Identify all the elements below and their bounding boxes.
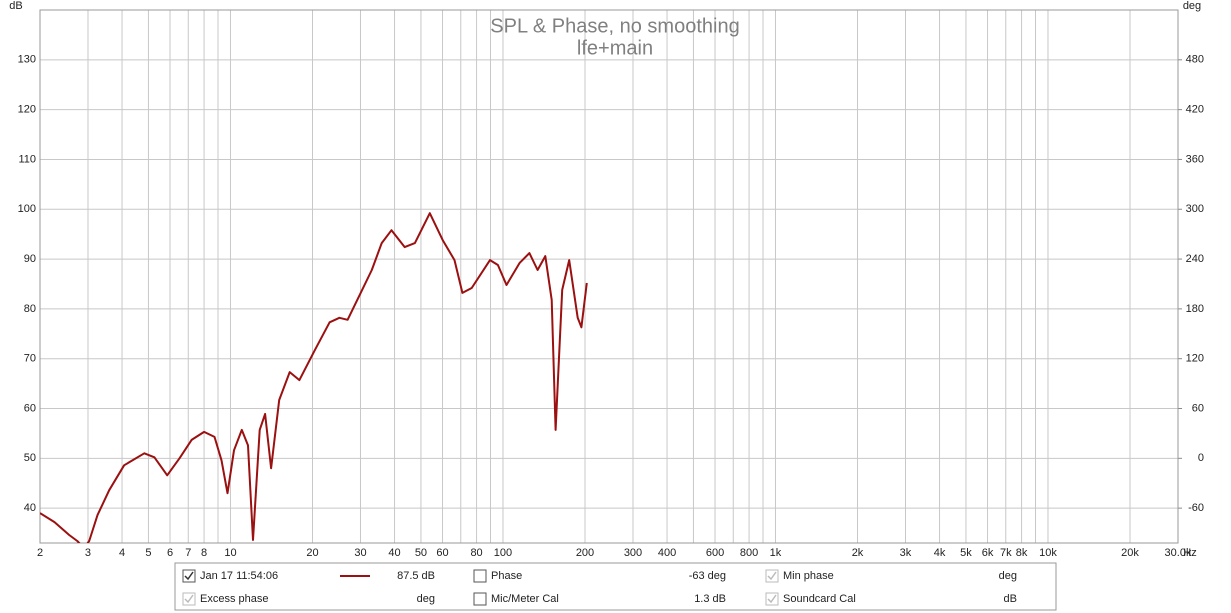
x-tick-label: 60 bbox=[436, 547, 448, 559]
legend-label: Jan 17 11:54:06 bbox=[200, 570, 278, 582]
y2-tick-label: -60 bbox=[1188, 502, 1204, 514]
checkbox[interactable] bbox=[473, 569, 487, 583]
y-tick-label: 50 bbox=[24, 452, 36, 464]
x-tick-label: 3 bbox=[85, 547, 91, 559]
chart-subtitle: lfe+main bbox=[577, 37, 653, 59]
checkbox[interactable] bbox=[765, 592, 779, 606]
legend-label: Phase bbox=[491, 570, 522, 582]
y2-tick-label: 300 bbox=[1186, 203, 1204, 215]
plot-border bbox=[39, 9, 1179, 544]
x-tick-label: 5 bbox=[145, 547, 151, 559]
checkmark bbox=[184, 594, 194, 604]
x-tick-label: 100 bbox=[494, 547, 512, 559]
y2-tick-label: 240 bbox=[1186, 253, 1204, 265]
x-tick-label: 1k bbox=[770, 547, 782, 559]
legend-label: Mic/Meter Cal bbox=[491, 593, 559, 605]
chart-title: SPL & Phase, no smoothing bbox=[490, 15, 739, 37]
y-tick-label: 70 bbox=[24, 353, 36, 365]
x-unit-label: Hz bbox=[1183, 547, 1196, 559]
checkbox[interactable] bbox=[182, 569, 196, 583]
x-tick-label: 80 bbox=[470, 547, 482, 559]
x-tick-label: 10 bbox=[224, 547, 236, 559]
legend-value: 1.3 dB bbox=[694, 593, 726, 605]
y2-tick-label: 360 bbox=[1186, 153, 1204, 165]
y-tick-label: 120 bbox=[18, 104, 36, 116]
y-tick-label: 110 bbox=[18, 153, 36, 165]
x-tick-label: 2k bbox=[852, 547, 864, 559]
checkmark bbox=[767, 571, 777, 581]
x-tick-label: 300 bbox=[624, 547, 642, 559]
x-tick-label: 7k bbox=[1000, 547, 1012, 559]
x-tick-label: 5k bbox=[960, 547, 972, 559]
x-tick-label: 20 bbox=[306, 547, 318, 559]
y2-tick-label: 480 bbox=[1186, 54, 1204, 66]
y2-tick-label: 60 bbox=[1192, 402, 1204, 414]
y2-tick-label: 180 bbox=[1186, 303, 1204, 315]
y2-axis-label: deg bbox=[1183, 0, 1201, 12]
x-tick-label: 40 bbox=[388, 547, 400, 559]
legend-value: deg bbox=[417, 593, 435, 605]
x-tick-label: 30.0k bbox=[1165, 547, 1192, 559]
x-tick-label: 2 bbox=[37, 547, 43, 559]
x-tick-label: 600 bbox=[706, 547, 724, 559]
x-tick-label: 200 bbox=[576, 547, 594, 559]
y-tick-label: 90 bbox=[24, 253, 36, 265]
x-tick-label: 4k bbox=[934, 547, 946, 559]
checkbox[interactable] bbox=[473, 592, 487, 606]
legend-panel bbox=[174, 562, 1057, 611]
y-axis-label: dB bbox=[9, 0, 22, 12]
legend-label: Soundcard Cal bbox=[783, 593, 856, 605]
x-tick-label: 6 bbox=[167, 547, 173, 559]
x-tick-label: 6k bbox=[982, 547, 994, 559]
x-tick-label: 50 bbox=[415, 547, 427, 559]
y-tick-label: 100 bbox=[18, 203, 36, 215]
x-tick-label: 7 bbox=[185, 547, 191, 559]
x-tick-label: 30 bbox=[354, 547, 366, 559]
checkmark bbox=[184, 571, 194, 581]
x-tick-label: 3k bbox=[900, 547, 912, 559]
y-tick-label: 80 bbox=[24, 303, 36, 315]
checkmark bbox=[767, 594, 777, 604]
x-tick-label: 400 bbox=[658, 547, 676, 559]
legend-label: Excess phase bbox=[200, 593, 268, 605]
y2-tick-label: 0 bbox=[1198, 452, 1204, 464]
legend-value: -63 deg bbox=[689, 570, 726, 582]
y2-tick-label: 120 bbox=[1186, 353, 1204, 365]
checkbox[interactable] bbox=[765, 569, 779, 583]
x-tick-label: 20k bbox=[1121, 547, 1139, 559]
data-line bbox=[40, 212, 588, 543]
legend-value: 87.5 dB bbox=[397, 570, 435, 582]
x-tick-label: 8 bbox=[201, 547, 207, 559]
legend-value: deg bbox=[999, 570, 1017, 582]
y-tick-label: 40 bbox=[24, 502, 36, 514]
x-tick-label: 4 bbox=[119, 547, 125, 559]
x-tick-label: 8k bbox=[1016, 547, 1028, 559]
y-tick-label: 60 bbox=[24, 402, 36, 414]
y-tick-label: 130 bbox=[18, 54, 36, 66]
x-tick-label: 10k bbox=[1039, 547, 1057, 559]
checkbox[interactable] bbox=[182, 592, 196, 606]
legend-value: dB bbox=[1004, 593, 1017, 605]
y2-tick-label: 420 bbox=[1186, 104, 1204, 116]
x-tick-label: 800 bbox=[740, 547, 758, 559]
legend-label: Min phase bbox=[783, 570, 834, 582]
